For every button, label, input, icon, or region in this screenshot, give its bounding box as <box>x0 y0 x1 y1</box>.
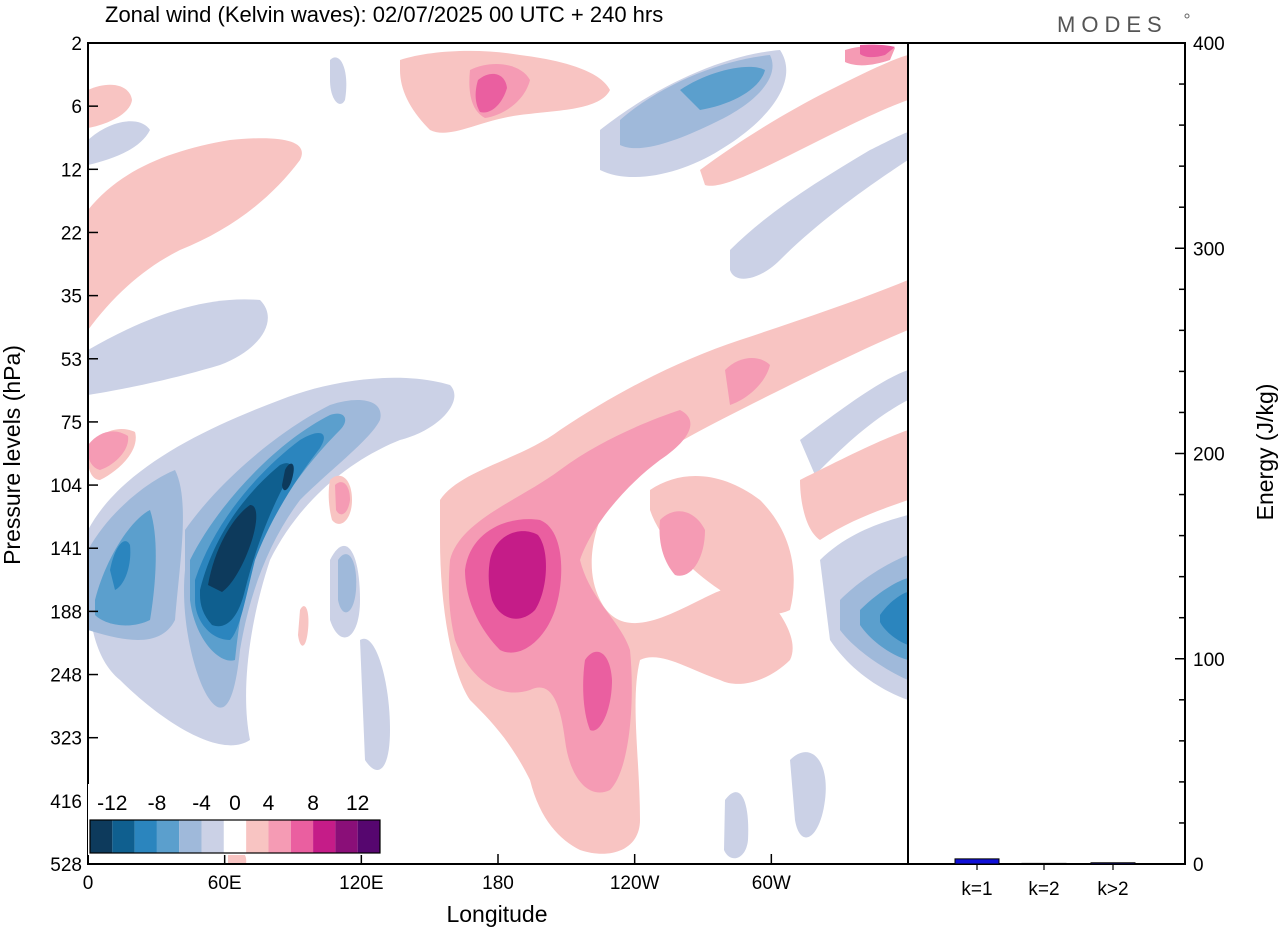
easterly-area <box>360 638 390 770</box>
colorbar-swatch <box>335 820 358 853</box>
y-tick-label: 22 <box>61 223 82 244</box>
colorbar-swatch <box>246 820 269 853</box>
colorbar-label: 8 <box>307 792 319 815</box>
easterly-area <box>88 377 455 746</box>
y-axis-label: Pressure levels (hPa) <box>0 345 25 565</box>
westerly-area <box>475 73 507 113</box>
energy-bar <box>1090 862 1136 865</box>
westerly-core-area <box>488 531 546 619</box>
easterly-core-area <box>208 505 257 592</box>
energy-tick-label: 100 <box>1193 650 1225 671</box>
westerly-area <box>448 410 691 793</box>
stronger-westerly-areas <box>488 531 546 619</box>
colorbar-swatch <box>90 820 113 853</box>
westerly-area <box>88 84 132 128</box>
easterly-area <box>88 121 150 165</box>
colorbar-swatch <box>223 820 247 853</box>
westerly-area <box>335 482 350 515</box>
colorbar-label: 0 <box>229 792 241 815</box>
energy-axis-label: Energy (J/kg) <box>1252 384 1278 521</box>
y-tick-label: 53 <box>61 350 82 371</box>
energy-tick-label: 400 <box>1193 34 1225 55</box>
energy-bar <box>954 858 1000 865</box>
easterly-core <box>208 463 294 592</box>
easterly-area <box>724 792 749 859</box>
colorbar-label: 12 <box>346 792 369 815</box>
easterly-core-area <box>282 463 294 491</box>
y-tick-label: 75 <box>61 413 82 434</box>
y-tick-label: 323 <box>50 729 82 750</box>
category-label: k=1 <box>961 879 992 900</box>
pressure-axis: 2 6 12 22 35 53 75 104 141 188 248 323 416 528 <box>50 34 98 876</box>
y-tick-label: 35 <box>61 287 82 308</box>
westerly-area <box>88 431 129 470</box>
easterly-area <box>110 541 131 590</box>
energy-axis: 0 100 200 300 400 <box>1175 34 1225 876</box>
y-tick-label: 248 <box>50 666 82 687</box>
easterly-area <box>790 752 826 838</box>
energy-tick-label: 200 <box>1193 445 1225 466</box>
westerly-area <box>583 651 612 731</box>
colorbar-swatch <box>112 820 135 853</box>
colorbar-label: -4 <box>192 792 211 815</box>
x-tick-label: 120W <box>610 873 660 894</box>
easterly-area <box>730 132 908 279</box>
colorbar-swatch <box>268 820 291 853</box>
energy-bars <box>954 858 1136 865</box>
easterly-area <box>338 554 357 613</box>
westerly-area <box>650 476 794 614</box>
colorbar-swatch <box>290 820 314 853</box>
energy-tick-label: 0 <box>1193 855 1204 876</box>
colorbar-swatch <box>357 820 380 853</box>
westerly-area <box>659 511 705 576</box>
x-tick-label: 180 <box>482 873 514 894</box>
x-tick-label: 0 <box>83 873 94 894</box>
wavenumber-labels: k=1 k=2 k>2 <box>961 864 1129 900</box>
westerly-area <box>725 358 770 405</box>
colorbar-frame <box>89 819 381 854</box>
easterly-area <box>880 592 908 645</box>
y-tick-label: 6 <box>71 97 82 118</box>
x-axis-label: Longitude <box>446 901 547 927</box>
westerly-area <box>700 55 908 186</box>
colorbar-swatch <box>313 820 336 853</box>
colorbar-swatch <box>156 820 180 853</box>
energy-tick-label: 300 <box>1193 239 1225 260</box>
colorbar-swatch <box>179 820 202 853</box>
colorbar-swatch <box>201 820 224 853</box>
westerly-area <box>298 606 309 646</box>
colorbar: -12 -8 -4 0 4 8 12 <box>88 784 382 855</box>
y-tick-label: 416 <box>50 792 82 813</box>
easterly-area <box>330 57 347 104</box>
westerly-area <box>860 44 895 58</box>
easterly-area <box>800 370 908 475</box>
y-tick-label: 141 <box>50 539 82 560</box>
colorbar-swatch <box>134 820 157 853</box>
colorbar-label: -8 <box>148 792 167 815</box>
y-tick-label: 528 <box>50 855 82 876</box>
category-label: k>2 <box>1097 879 1128 900</box>
modes-logo: MODES <box>1057 12 1168 37</box>
colorbar-label: 4 <box>263 792 275 815</box>
y-tick-label: 104 <box>50 476 82 497</box>
westerly-area <box>800 430 908 540</box>
easterly-area <box>88 299 268 395</box>
category-label: k=2 <box>1028 879 1059 900</box>
x-tick-label: 60E <box>208 873 242 894</box>
westerly-area <box>88 138 302 330</box>
easterly-area <box>680 66 765 110</box>
westerly-area <box>440 280 908 854</box>
longitude-axis: 0 60E 120E 180 120W 60W <box>83 854 791 894</box>
logo-mark-icon <box>1184 13 1190 19</box>
x-tick-label: 60W <box>752 873 791 894</box>
bar-panel-frame <box>907 42 1186 865</box>
y-tick-label: 188 <box>50 602 82 623</box>
chart-title: Zonal wind (Kelvin waves): 02/07/2025 00… <box>105 2 663 27</box>
y-tick-label: 12 <box>61 160 82 181</box>
y-tick-label: 2 <box>71 34 82 55</box>
colorbar-label: -12 <box>97 792 127 815</box>
wind-field <box>88 43 908 864</box>
x-tick-label: 120E <box>339 873 383 894</box>
